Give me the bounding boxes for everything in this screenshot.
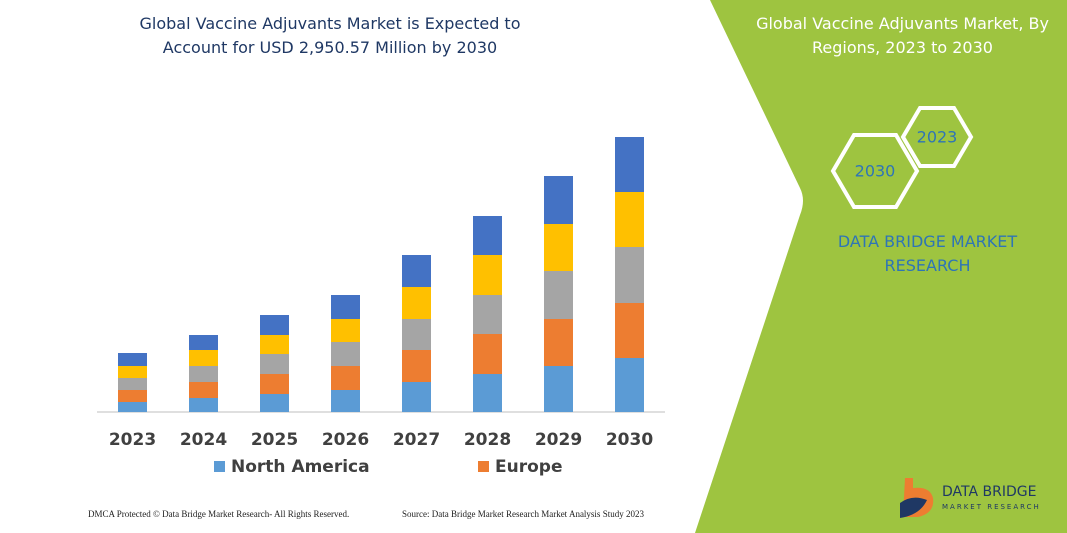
legend-swatch: [478, 461, 489, 472]
bar-segment: [260, 335, 289, 354]
bar-segment: [473, 295, 502, 334]
bar-segment: [118, 390, 147, 402]
bar-segment: [260, 394, 289, 412]
bar-segment: [615, 358, 644, 412]
bar-segment: [544, 271, 573, 319]
bar-segment: [189, 366, 218, 382]
bar-segment: [118, 378, 147, 390]
bar-segment: [118, 353, 147, 366]
bar-segment: [189, 350, 218, 366]
legend-swatch: [214, 461, 225, 472]
bar-segment: [402, 350, 431, 382]
bar-segment: [331, 342, 360, 366]
x-tick-label: 2029: [535, 430, 582, 450]
bar-segment: [615, 303, 644, 358]
bar-segment: [615, 137, 644, 192]
hexagon-label: 2023: [917, 128, 958, 147]
bar-segment: [189, 398, 218, 412]
bar-segment: [402, 255, 431, 287]
x-tick-label: 2028: [464, 430, 511, 450]
chart-title: Global Vaccine Adjuvants Market is Expec…: [139, 14, 521, 57]
bar-segment: [473, 216, 502, 255]
logo-tagline: MARKET RESEARCH: [942, 503, 1041, 511]
brand: DATA BRIDGE MARKET RESEARCH: [837, 232, 1018, 275]
bar-segment: [189, 382, 218, 398]
bar-segment: [260, 354, 289, 374]
hexagon-label: 2030: [855, 162, 896, 181]
bar-segment: [544, 319, 573, 366]
x-tick-label: 2027: [393, 430, 440, 450]
x-tick-label: 2030: [606, 430, 653, 450]
footer-source: Source: Data Bridge Market Research Mark…: [402, 509, 644, 519]
x-tick-label: 2024: [180, 430, 227, 450]
hexagon: [830, 133, 920, 209]
bar-segment: [260, 315, 289, 335]
legend-label: Europe: [495, 457, 562, 477]
bar-segment: [331, 319, 360, 342]
bar-segment: [615, 192, 644, 247]
side-title: Global Vaccine Adjuvants Market, By Regi…: [756, 14, 1049, 57]
bar-segment: [402, 382, 431, 412]
x-tick-label: 2026: [322, 430, 369, 450]
bar-segment: [402, 287, 431, 319]
bar-segment: [118, 402, 147, 412]
bar-segment: [331, 366, 360, 390]
x-tick-label: 2025: [251, 430, 298, 450]
side-panel-bg: [695, 0, 1067, 533]
x-tick-label: 2023: [109, 430, 156, 450]
bar-segment: [260, 374, 289, 394]
bar-segment: [331, 295, 360, 319]
hexagon: [900, 106, 974, 168]
bar-segment: [473, 334, 502, 374]
bar-segment: [544, 224, 573, 271]
logo-name: DATA BRIDGE: [942, 484, 1036, 500]
bar-segment: [189, 335, 218, 350]
bar-segment: [544, 366, 573, 412]
bar-segment: [473, 255, 502, 295]
bar-segment: [118, 366, 147, 378]
legend-label: North America: [231, 457, 370, 477]
footer-copyright: DMCA Protected © Data Bridge Market Rese…: [88, 509, 349, 519]
bar-segment: [331, 390, 360, 412]
bar-segment: [615, 247, 644, 303]
bar-segment: [544, 176, 573, 224]
bar-segment: [473, 374, 502, 412]
bar-segment: [402, 319, 431, 350]
logo-mark: [900, 497, 927, 518]
